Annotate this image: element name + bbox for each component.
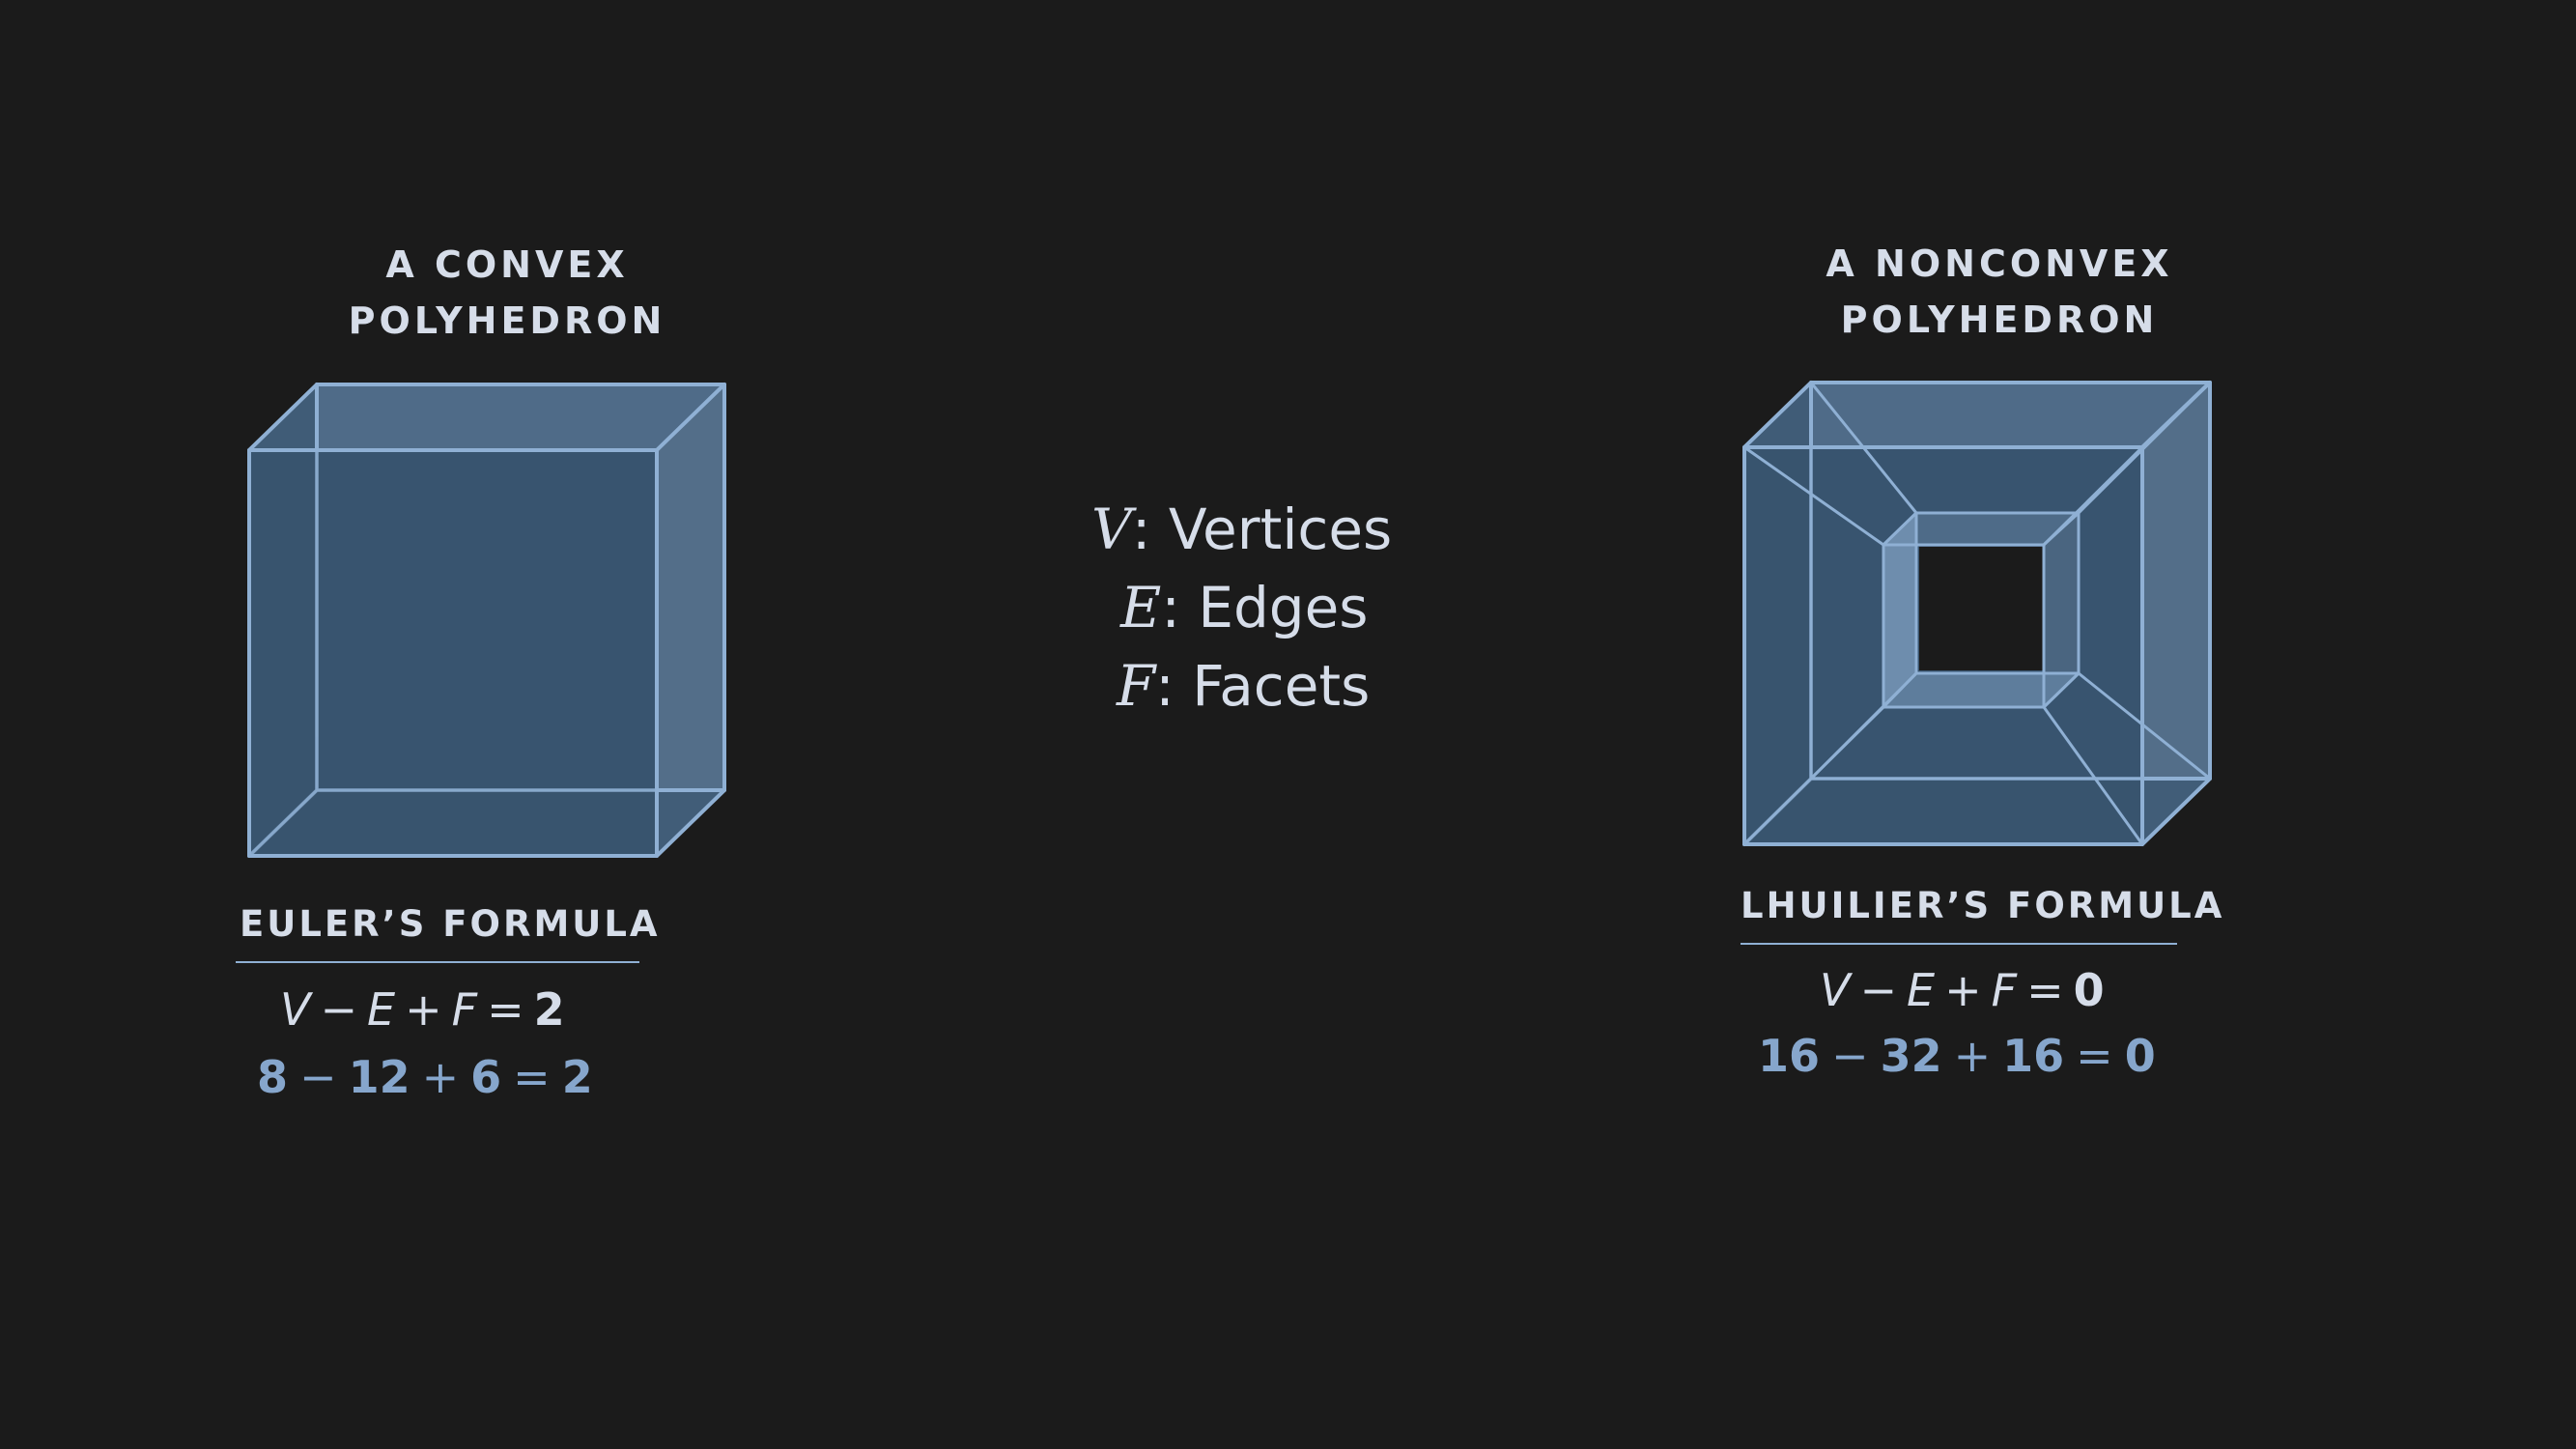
legend-symbol-v: V [1091, 497, 1132, 562]
num-minus: − [1831, 1030, 1869, 1082]
nonconvex-caption: A NONCONVEX POLYHEDRON [1797, 236, 2202, 348]
num-rhs: 2 [561, 1051, 593, 1103]
eq-v: V [1820, 964, 1851, 1016]
num-equals: = [2076, 1030, 2113, 1082]
eq-equals: = [2026, 964, 2064, 1016]
eq-rhs: 2 [533, 983, 565, 1036]
euler-formula-underline [236, 961, 639, 963]
num-minus: − [299, 1051, 337, 1103]
num-equals: = [513, 1051, 551, 1103]
eq-e: E [367, 983, 396, 1036]
convex-caption-line1: A CONVEX [385, 243, 629, 286]
legend-label-facets: : Facets [1155, 653, 1371, 719]
euler-numbers: 8−12 +6 = 2 [257, 1051, 593, 1103]
legend-label-edges: : Edges [1161, 575, 1369, 640]
legend-label-vertices: : Vertices [1131, 497, 1393, 562]
num-e: 32 [1880, 1030, 1942, 1082]
eq-plus: + [405, 983, 442, 1036]
eq-v: V [280, 983, 311, 1036]
num-f: 16 [2002, 1030, 2065, 1082]
num-e: 12 [348, 1051, 410, 1103]
eq-equals: = [487, 983, 524, 1036]
eq-f: F [1991, 964, 2018, 1016]
convex-caption: A CONVEX POLYHEDRON [309, 237, 705, 349]
lhuilier-equation: V − E + F = 0 [1820, 964, 2105, 1016]
legend-item-edges: E: Edges [1091, 569, 1392, 647]
num-f: 6 [470, 1051, 502, 1103]
legend-symbol-f: F [1117, 653, 1156, 719]
num-plus: + [421, 1051, 460, 1103]
nonconvex-caption-line2: POLYHEDRON [1840, 298, 2159, 341]
num-v: 8 [257, 1051, 289, 1103]
cube-front-face [247, 448, 659, 858]
convex-caption-line2: POLYHEDRON [348, 299, 666, 342]
legend-item-vertices: V: Vertices [1091, 491, 1392, 569]
nonconvex-caption-line1: A NONCONVEX [1826, 242, 2173, 285]
tunnel-hole [1919, 547, 2043, 670]
lhuilier-formula-underline [1741, 943, 2177, 945]
eq-rhs: 0 [2073, 964, 2105, 1016]
legend: V: Vertices E: Edges F: Facets [1091, 491, 1392, 725]
lhuilier-formula-title: LHUILIER’S FORMULA [1741, 885, 2225, 926]
eq-f: F [451, 983, 478, 1036]
legend-item-facets: F: Facets [1091, 647, 1392, 725]
euler-formula-title: EULER’S FORMULA [240, 903, 661, 945]
legend-symbol-e: E [1120, 575, 1162, 640]
eq-minus: − [320, 983, 358, 1036]
eq-plus: + [1944, 964, 1982, 1016]
num-v: 16 [1758, 1030, 1821, 1082]
num-rhs: 0 [2124, 1030, 2156, 1082]
eq-e: E [1907, 964, 1936, 1016]
euler-equation: V − E + F = 2 [280, 983, 565, 1036]
lhuilier-numbers: 16−32 +16 = 0 [1758, 1030, 2156, 1082]
num-plus: + [1953, 1030, 1992, 1082]
eq-minus: − [1859, 964, 1898, 1016]
frame-top-face [1742, 381, 2212, 449]
frame-right-face [2140, 381, 2212, 846]
